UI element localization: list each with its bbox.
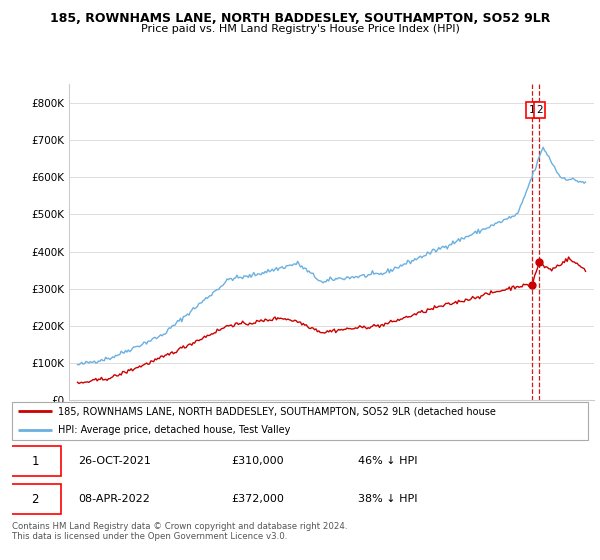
Point: [527, 281, 536, 290]
Text: 26-OCT-2021: 26-OCT-2021: [78, 456, 151, 466]
FancyBboxPatch shape: [9, 446, 61, 477]
Text: £372,000: £372,000: [231, 494, 284, 504]
Text: 2: 2: [31, 493, 39, 506]
FancyBboxPatch shape: [9, 484, 61, 514]
Text: 46% ↓ HPI: 46% ↓ HPI: [358, 456, 417, 466]
Text: £310,000: £310,000: [231, 456, 284, 466]
Text: Price paid vs. HM Land Registry's House Price Index (HPI): Price paid vs. HM Land Registry's House …: [140, 24, 460, 34]
Text: 2: 2: [536, 105, 543, 115]
Text: Contains HM Land Registry data © Crown copyright and database right 2024.
This d: Contains HM Land Registry data © Crown c…: [12, 522, 347, 542]
Text: 38% ↓ HPI: 38% ↓ HPI: [358, 494, 417, 504]
Text: 185, ROWNHAMS LANE, NORTH BADDESLEY, SOUTHAMPTON, SO52 9LR: 185, ROWNHAMS LANE, NORTH BADDESLEY, SOU…: [50, 12, 550, 25]
Text: 1: 1: [31, 455, 39, 468]
Point: [535, 258, 544, 267]
Text: 08-APR-2022: 08-APR-2022: [78, 494, 150, 504]
FancyBboxPatch shape: [12, 402, 588, 440]
Text: 185, ROWNHAMS LANE, NORTH BADDESLEY, SOUTHAMPTON, SO52 9LR (detached house: 185, ROWNHAMS LANE, NORTH BADDESLEY, SOU…: [58, 406, 496, 416]
Text: HPI: Average price, detached house, Test Valley: HPI: Average price, detached house, Test…: [58, 425, 290, 435]
Text: 1: 1: [529, 105, 535, 115]
